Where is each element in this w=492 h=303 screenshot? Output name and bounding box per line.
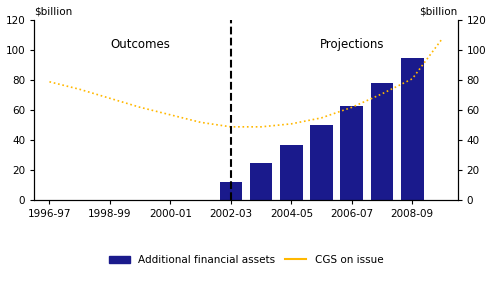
Bar xyxy=(401,58,424,200)
Bar xyxy=(371,83,394,200)
Bar xyxy=(219,182,242,200)
Text: $billion: $billion xyxy=(34,7,73,17)
Bar xyxy=(340,106,363,200)
Bar xyxy=(280,145,303,200)
Text: $billion: $billion xyxy=(419,7,458,17)
Bar xyxy=(310,125,333,200)
Text: Outcomes: Outcomes xyxy=(110,38,170,51)
Bar xyxy=(250,163,273,200)
Text: Projections: Projections xyxy=(320,38,384,51)
Legend: Additional financial assets, CGS on issue: Additional financial assets, CGS on issu… xyxy=(105,251,387,269)
